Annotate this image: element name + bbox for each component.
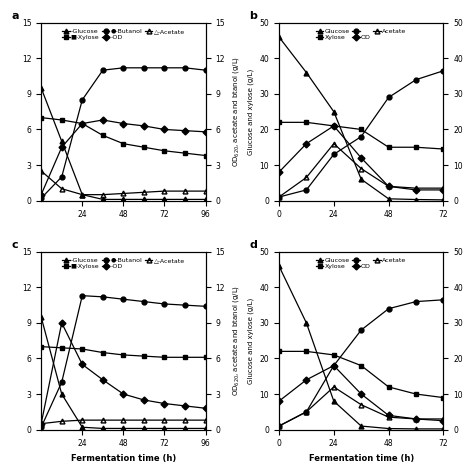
X-axis label: Fermentation time (h): Fermentation time (h): [309, 454, 414, 463]
Legend: Glucose, Xylose, , OD, Acetate: Glucose, Xylose, , OD, Acetate: [313, 255, 409, 272]
Text: c: c: [11, 240, 18, 250]
Text: b: b: [249, 11, 257, 21]
Legend: -Glucose, ■-Xylose, ●-Butanol, -OD, △-Acetate: -Glucose, ■-Xylose, ●-Butanol, -OD, △-Ac…: [60, 255, 187, 272]
Y-axis label: OD$_{620}$, acetate and btanol (g/L): OD$_{620}$, acetate and btanol (g/L): [230, 56, 240, 167]
X-axis label: Fermentation time (h): Fermentation time (h): [71, 454, 176, 463]
Y-axis label: Glucose and xylose (g/L): Glucose and xylose (g/L): [247, 298, 254, 384]
Legend: Glucose, Xylose, , OD, Acetate: Glucose, Xylose, , OD, Acetate: [313, 26, 409, 43]
Text: a: a: [11, 11, 19, 21]
Y-axis label: OD$_{620}$, acetate and btanol (g/L): OD$_{620}$, acetate and btanol (g/L): [230, 285, 240, 396]
Y-axis label: Glucose and xylose (g/L): Glucose and xylose (g/L): [247, 69, 254, 155]
Legend: -Glucose, ■-Xylose, ●-Butanol, -OD, △-Acetate: -Glucose, ■-Xylose, ●-Butanol, -OD, △-Ac…: [60, 26, 187, 43]
Text: d: d: [249, 240, 257, 250]
